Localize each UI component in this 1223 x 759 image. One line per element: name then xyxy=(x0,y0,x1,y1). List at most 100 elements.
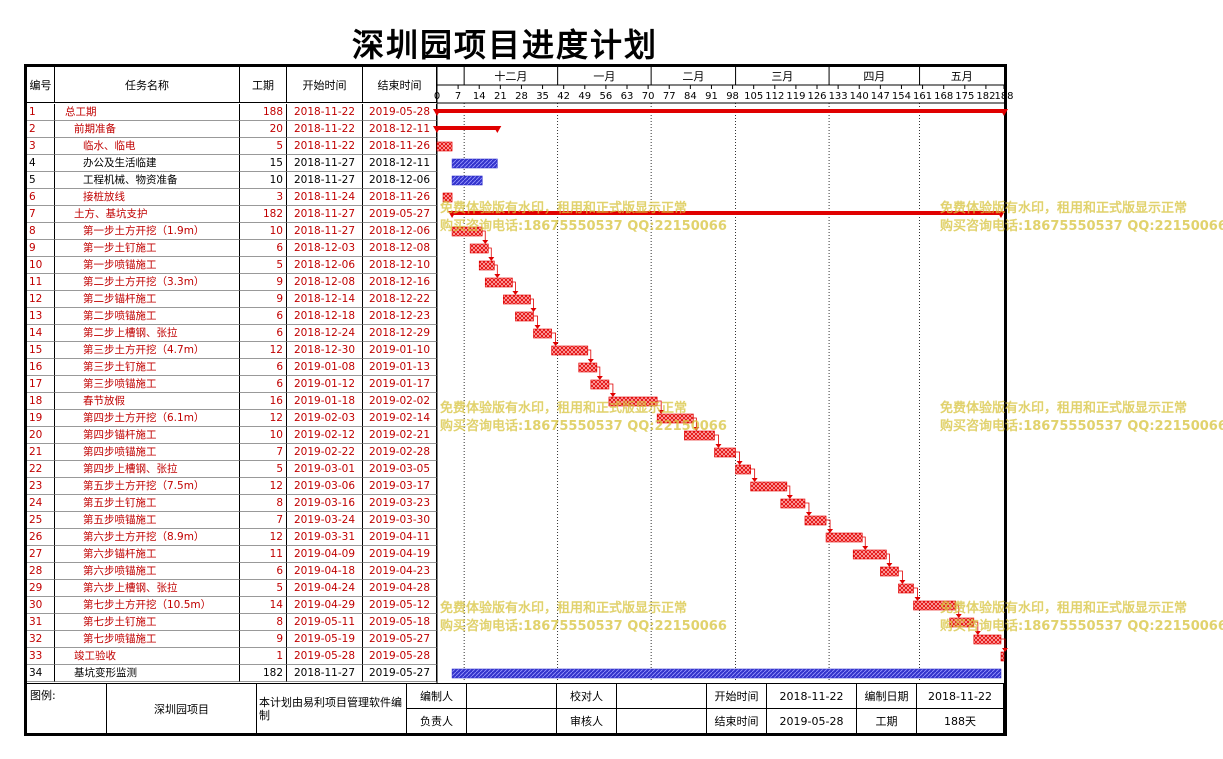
table-row[interactable]: 2 前期准备 20 2018-11-22 2018-12-11 xyxy=(27,121,437,138)
table-row[interactable]: 27 第六步锚杆施工 11 2019-04-09 2019-04-19 xyxy=(27,546,437,563)
table-row[interactable]: 1 总工期 188 2018-11-22 2019-05-28 xyxy=(27,104,437,121)
task-id: 18 xyxy=(27,393,55,410)
task-duration: 15 xyxy=(240,155,287,172)
task-start: 2019-05-11 xyxy=(287,614,363,631)
table-row[interactable]: 18 春节放假 16 2019-01-18 2019-02-02 xyxy=(27,393,437,410)
table-row[interactable]: 20 第四步锚杆施工 10 2019-02-12 2019-02-21 xyxy=(27,427,437,444)
task-duration: 1 xyxy=(240,648,287,665)
task-start: 2019-04-09 xyxy=(287,546,363,563)
table-row[interactable]: 31 第七步土钉施工 8 2019-05-11 2019-05-18 xyxy=(27,614,437,631)
task-duration: 5 xyxy=(240,461,287,478)
table-row[interactable]: 7 土方、基坑支护 182 2018-11-27 2019-05-27 xyxy=(27,206,437,223)
task-id: 24 xyxy=(27,495,55,512)
checker-label: 校对人 xyxy=(557,684,617,709)
task-start: 2018-12-03 xyxy=(287,240,363,257)
task-name: 第二步土方开挖（3.3m） xyxy=(55,274,240,291)
task-duration: 12 xyxy=(240,478,287,495)
task-end: 2019-02-28 xyxy=(363,444,437,461)
table-row[interactable]: 16 第三步土钉施工 6 2019-01-08 2019-01-13 xyxy=(27,359,437,376)
table-row[interactable]: 26 第六步土方开挖（8.9m） 12 2019-03-31 2019-04-11 xyxy=(27,529,437,546)
task-end: 2019-05-27 xyxy=(363,206,437,223)
task-duration: 20 xyxy=(240,121,287,138)
task-name: 土方、基坑支护 xyxy=(55,206,240,223)
task-start: 2018-12-08 xyxy=(287,274,363,291)
task-end: 2018-12-06 xyxy=(363,172,437,189)
task-end: 2019-05-28 xyxy=(363,104,437,121)
reviewer-value[interactable] xyxy=(617,709,707,734)
task-end: 2019-03-30 xyxy=(363,512,437,529)
task-duration: 7 xyxy=(240,444,287,461)
task-end: 2019-01-17 xyxy=(363,376,437,393)
task-id: 21 xyxy=(27,444,55,461)
task-end: 2019-01-10 xyxy=(363,342,437,359)
task-id: 12 xyxy=(27,291,55,308)
task-name: 第五步土方开挖（7.5m） xyxy=(55,478,240,495)
task-duration: 6 xyxy=(240,359,287,376)
task-id: 19 xyxy=(27,410,55,427)
task-name: 第三步喷锚施工 xyxy=(55,376,240,393)
task-id: 6 xyxy=(27,189,55,206)
table-row[interactable]: 23 第五步土方开挖（7.5m） 12 2019-03-06 2019-03-17 xyxy=(27,478,437,495)
compiler-value[interactable] xyxy=(467,684,557,709)
table-row[interactable]: 19 第四步土方开挖（6.1m） 12 2019-02-03 2019-02-14 xyxy=(27,410,437,427)
table-row[interactable]: 33 竣工验收 1 2019-05-28 2019-05-28 xyxy=(27,648,437,665)
duration-value: 188天 xyxy=(917,709,1004,734)
task-end: 2019-02-21 xyxy=(363,427,437,444)
table-row[interactable]: 9 第一步土钉施工 6 2018-12-03 2018-12-08 xyxy=(27,240,437,257)
task-end: 2018-12-22 xyxy=(363,291,437,308)
task-name: 第一步土方开挖（1.9m） xyxy=(55,223,240,240)
owner-value[interactable] xyxy=(467,709,557,734)
table-row[interactable]: 4 办公及生活临建 15 2018-11-27 2018-12-11 xyxy=(27,155,437,172)
table-row[interactable]: 32 第七步喷锚施工 9 2019-05-19 2019-05-27 xyxy=(27,631,437,648)
task-name: 基坑变形监测 xyxy=(55,665,240,682)
task-id: 28 xyxy=(27,563,55,580)
table-row[interactable]: 8 第一步土方开挖（1.9m） 10 2018-11-27 2018-12-06 xyxy=(27,223,437,240)
table-row[interactable]: 21 第四步喷锚施工 7 2019-02-22 2019-02-28 xyxy=(27,444,437,461)
task-start: 2019-01-08 xyxy=(287,359,363,376)
table-row[interactable]: 22 第四步上槽钢、张拉 5 2019-03-01 2019-03-05 xyxy=(27,461,437,478)
table-row[interactable]: 30 第七步土方开挖（10.5m） 14 2019-04-29 2019-05-12 xyxy=(27,597,437,614)
table-row[interactable]: 25 第五步喷锚施工 7 2019-03-24 2019-03-30 xyxy=(27,512,437,529)
table-row[interactable]: 17 第三步喷锚施工 6 2019-01-12 2019-01-17 xyxy=(27,376,437,393)
task-duration: 11 xyxy=(240,546,287,563)
table-row[interactable]: 10 第一步喷锚施工 5 2018-12-06 2018-12-10 xyxy=(27,257,437,274)
task-end: 2018-12-16 xyxy=(363,274,437,291)
task-name: 第五步土钉施工 xyxy=(55,495,240,512)
table-row[interactable]: 29 第六步上槽钢、张拉 5 2019-04-24 2019-04-28 xyxy=(27,580,437,597)
task-id: 3 xyxy=(27,138,55,155)
task-id: 7 xyxy=(27,206,55,223)
task-start: 2018-11-22 xyxy=(287,104,363,121)
task-id: 22 xyxy=(27,461,55,478)
table-row[interactable]: 24 第五步土钉施工 8 2019-03-16 2019-03-23 xyxy=(27,495,437,512)
task-duration: 182 xyxy=(240,665,287,682)
project-name: 深圳园项目 xyxy=(107,684,257,734)
table-row[interactable]: 5 工程机械、物资准备 10 2018-11-27 2018-12-06 xyxy=(27,172,437,189)
task-end: 2019-03-23 xyxy=(363,495,437,512)
table-row[interactable]: 15 第三步土方开挖（4.7m） 12 2018-12-30 2019-01-10 xyxy=(27,342,437,359)
table-row[interactable]: 12 第二步锚杆施工 9 2018-12-14 2018-12-22 xyxy=(27,291,437,308)
task-id: 23 xyxy=(27,478,55,495)
table-row[interactable]: 6 接桩放线 3 2018-11-24 2018-11-26 xyxy=(27,189,437,206)
table-row[interactable]: 13 第二步喷锚施工 6 2018-12-18 2018-12-23 xyxy=(27,308,437,325)
task-id: 15 xyxy=(27,342,55,359)
task-start: 2018-11-22 xyxy=(287,121,363,138)
task-end: 2019-05-28 xyxy=(363,648,437,665)
task-name: 第七步土钉施工 xyxy=(55,614,240,631)
task-end: 2018-12-11 xyxy=(363,155,437,172)
task-start: 2018-12-24 xyxy=(287,325,363,342)
task-end: 2018-11-26 xyxy=(363,189,437,206)
footer-table: 图例: 深圳园项目 本计划由易利项目管理软件编制 编制人 校对人 开始时间 20… xyxy=(27,683,1004,734)
checker-value[interactable] xyxy=(617,684,707,709)
task-id: 8 xyxy=(27,223,55,240)
table-row[interactable]: 14 第二步上槽钢、张拉 6 2018-12-24 2018-12-29 xyxy=(27,325,437,342)
table-row[interactable]: 28 第六步喷锚施工 6 2019-04-18 2019-04-23 xyxy=(27,563,437,580)
task-start: 2019-03-06 xyxy=(287,478,363,495)
table-row[interactable]: 3 临水、临电 5 2018-11-22 2018-11-26 xyxy=(27,138,437,155)
task-name: 第四步上槽钢、张拉 xyxy=(55,461,240,478)
task-duration: 5 xyxy=(240,580,287,597)
table-row[interactable]: 34 基坑变形监测 182 2018-11-27 2019-05-27 xyxy=(27,665,437,682)
task-start: 2019-02-03 xyxy=(287,410,363,427)
task-end: 2019-01-13 xyxy=(363,359,437,376)
task-id: 11 xyxy=(27,274,55,291)
table-row[interactable]: 11 第二步土方开挖（3.3m） 9 2018-12-08 2018-12-16 xyxy=(27,274,437,291)
